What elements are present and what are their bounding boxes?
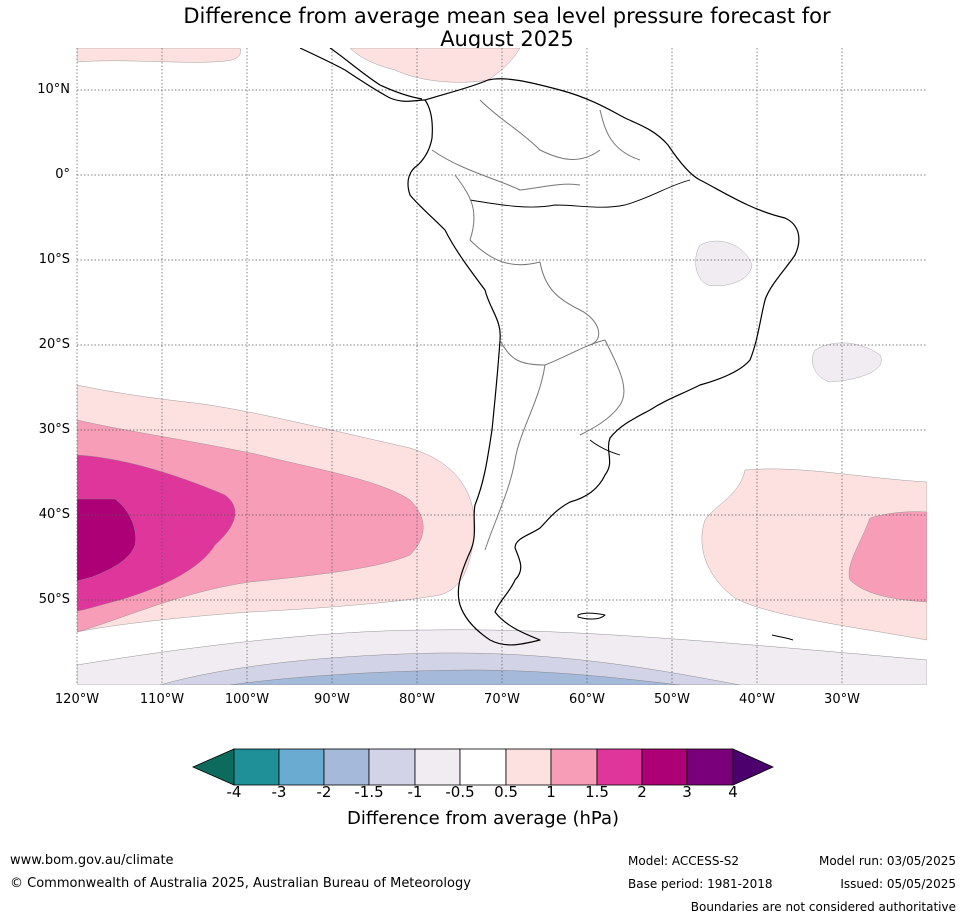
lat-label-50s: 50°S	[38, 592, 70, 607]
lon-label-40w: 40°W	[739, 692, 775, 707]
anomaly-band-2-pacific	[77, 498, 136, 582]
lon-label-70w: 70°W	[484, 692, 520, 707]
colorbar-bin-4	[368, 748, 416, 786]
base-period-text: Base period: 1981-2018	[628, 877, 773, 891]
anomaly-band-1.5-pacific	[77, 454, 236, 612]
lat-label-20s: 20°S	[38, 337, 70, 352]
amazon-river	[469, 179, 691, 208]
colorbar-bin-1	[233, 748, 280, 786]
south-georgia	[771, 634, 794, 641]
anomaly-band-minus-0.5-atlantic	[812, 342, 882, 383]
colorbar-extend-high	[732, 748, 774, 786]
lat-label-10n: 10°N	[37, 82, 70, 97]
disclaimer-text: Boundaries are not considered authoritat…	[690, 900, 956, 914]
colorbar-tick: -3	[271, 783, 287, 801]
website-link[interactable]: www.bom.gov.au/climate	[10, 853, 174, 868]
colorbar-bin-10	[641, 748, 688, 786]
graticule	[76, 48, 927, 685]
model-text: Model: ACCESS-S2	[628, 854, 740, 868]
issued-text: Issued: 05/05/2025	[840, 877, 956, 891]
map-title-line2: August 2025	[440, 27, 574, 51]
rio-de-la-plata	[589, 439, 621, 456]
colorbar-tick: -0.5	[445, 783, 475, 801]
lon-label-120w: 120°W	[54, 692, 100, 707]
lon-label-90w: 90°W	[314, 692, 350, 707]
falkland-islands	[577, 612, 606, 620]
colorbar-tick: 3	[682, 783, 692, 801]
anomaly-band-0.5-caribbean	[349, 48, 521, 83]
lon-label-80w: 80°W	[399, 692, 435, 707]
central-america-coastline	[299, 48, 426, 102]
colorbar-tick: 2	[637, 783, 647, 801]
colorbar	[192, 748, 774, 786]
colorbar-tick: -1.5	[354, 783, 384, 801]
colorbar-bin-11	[686, 748, 734, 786]
anomaly-band-minus-0.5-brazil	[695, 240, 753, 286]
colorbar-tick: 4	[728, 783, 738, 801]
country-borders	[431, 99, 641, 551]
anomaly-band-0.5-atlantic	[701, 468, 927, 641]
anomaly-band-0.5-north-pacific	[77, 48, 241, 63]
lat-label-30s: 30°S	[38, 422, 70, 437]
lon-label-50w: 50°W	[654, 692, 690, 707]
colorbar-tick: -1	[407, 783, 423, 801]
colorbar-bin-8	[550, 748, 598, 786]
colorbar-tick: 1.5	[585, 783, 609, 801]
copyright-text: © Commonwealth of Australia 2025, Austra…	[10, 876, 471, 891]
lat-label-0: 0°	[55, 167, 70, 182]
anomaly-field	[77, 48, 927, 685]
map-title-line1: Difference from average mean sea level p…	[183, 4, 831, 28]
lon-label-110w: 110°W	[139, 692, 185, 707]
colorbar-label: Difference from average (hPa)	[346, 808, 620, 829]
colorbar-tick: -4	[226, 783, 242, 801]
south-america-coastline	[407, 78, 800, 646]
colorbar-tick: 0.5	[494, 783, 518, 801]
anomaly-band-1-atlantic	[848, 511, 927, 603]
colorbar-bin-9	[596, 748, 643, 786]
anomaly-band-minus-1.5	[229, 669, 681, 685]
colorbar-extend-low	[192, 748, 235, 786]
lon-label-30w: 30°W	[824, 692, 860, 707]
colorbar-bin-7	[505, 748, 552, 786]
colorbar-bin-3	[323, 748, 370, 786]
model-run-text: Model run: 03/05/2025	[818, 854, 956, 868]
lon-label-100w: 100°W	[224, 692, 270, 707]
lat-label-40s: 40°S	[38, 507, 70, 522]
colorbar-bin-2	[278, 748, 325, 786]
colorbar-tick: 1	[546, 783, 556, 801]
coastlines	[299, 48, 800, 646]
central-america-coastline-north	[329, 48, 423, 100]
colorbar-bin-6	[459, 748, 507, 786]
lat-label-10s: 10°S	[38, 252, 70, 267]
colorbar-bin-5	[414, 748, 461, 786]
lon-label-60w: 60°W	[569, 692, 605, 707]
colorbar-tick: -2	[316, 783, 332, 801]
